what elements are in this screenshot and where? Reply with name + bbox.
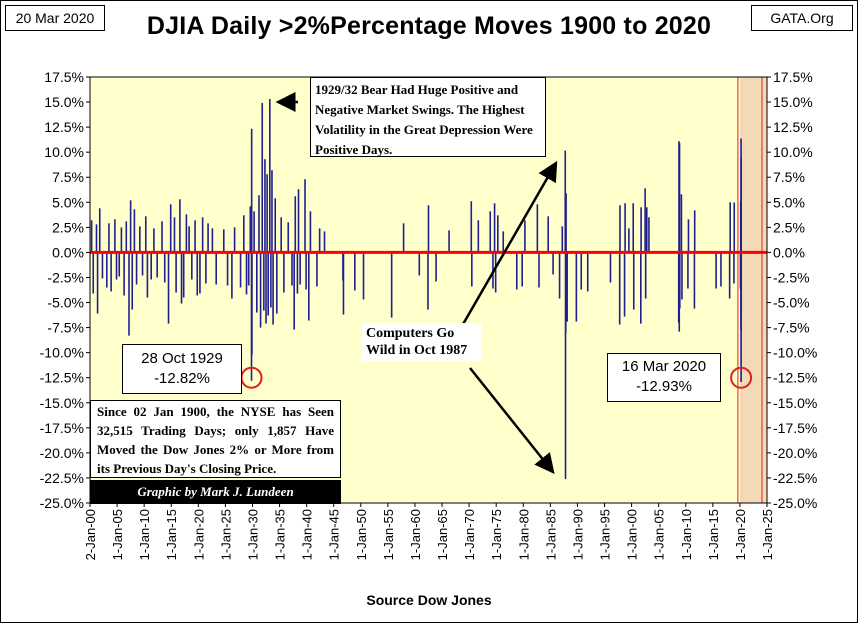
x-tick-label: 1-Jan-25 — [218, 509, 233, 560]
y-tick-label-right: -7.5% — [773, 320, 810, 336]
y-tick-label-left: 5.0% — [52, 194, 84, 210]
y-tick-label-right: 2.5% — [773, 219, 805, 235]
y-tick-label-left: 7.5% — [52, 169, 84, 185]
annotation-crash-2020: 16 Mar 2020 -12.93% — [607, 353, 721, 402]
y-tick-label-right: -15.0% — [773, 395, 817, 411]
y-tick-label-left: -7.5% — [47, 320, 84, 336]
x-tick-label: 1-Jan-25 — [760, 509, 775, 560]
y-tick-label-left: 15.0% — [44, 94, 84, 110]
y-tick-label-right: -2.5% — [773, 269, 810, 285]
y-tick-label-right: 17.5% — [773, 69, 813, 85]
x-tick-label: 1-Jan-05 — [652, 509, 667, 560]
x-tick-label: 1-Jan-10 — [679, 509, 694, 560]
y-tick-label-left: -20.0% — [40, 445, 84, 461]
y-tick-label-right: 7.5% — [773, 169, 805, 185]
crash-1929-date: 28 Oct 1929 — [141, 350, 223, 367]
x-tick-label: 1-Jan-05 — [110, 509, 125, 560]
x-tick-label: 1-Jan-10 — [137, 509, 152, 560]
x-tick-label: 1-Jan-80 — [516, 509, 531, 560]
y-tick-label-left: -2.5% — [47, 269, 84, 285]
y-tick-label-left: -17.5% — [40, 420, 84, 436]
y-tick-label-right: -25.0% — [773, 495, 817, 511]
y-tick-label-right: -22.5% — [773, 470, 817, 486]
y-tick-label-left: 17.5% — [44, 69, 84, 85]
x-tick-label: 1-Jan-45 — [327, 509, 342, 560]
crash-2020-value: -12.93% — [636, 378, 692, 395]
crash-1929-value: -12.82% — [154, 370, 210, 387]
highlight-region — [739, 77, 767, 503]
x-tick-label: 1-Jan-70 — [462, 509, 477, 560]
date-label: 20 Mar 2020 — [5, 5, 105, 31]
annotation-bear-1929: 1929/32 Bear Had Huge Positive and Negat… — [310, 77, 546, 157]
x-tick-label: 1-Jan-15 — [706, 509, 721, 560]
x-tick-label: 1-Jan-60 — [408, 509, 423, 560]
x-tick-label: 1-Jan-00 — [625, 509, 640, 560]
y-tick-label-right: -17.5% — [773, 420, 817, 436]
y-tick-label-left: -5.0% — [47, 295, 84, 311]
y-tick-label-left: -15.0% — [40, 395, 84, 411]
y-tick-label-left: -22.5% — [40, 470, 84, 486]
x-tick-label: 1-Jan-75 — [489, 509, 504, 560]
graphic-credit: Graphic by Mark J. Lundeen — [90, 480, 341, 504]
x-tick-label: 1-Jan-65 — [435, 509, 450, 560]
y-tick-label-left: -25.0% — [40, 495, 84, 511]
y-tick-label-right: 5.0% — [773, 194, 805, 210]
crash-2020-circle — [730, 366, 753, 389]
y-tick-label-right: -20.0% — [773, 445, 817, 461]
x-tick-label: 1-Jan-40 — [300, 509, 315, 560]
y-tick-label-left: -12.5% — [40, 370, 84, 386]
arrow-to-1987-crash — [469, 367, 555, 474]
y-tick-label-left: 0.0% — [52, 244, 84, 260]
x-tick-label: 1-Jan-95 — [598, 509, 613, 560]
x-tick-label: 1-Jan-30 — [245, 509, 260, 560]
x-tick-label: 1-Jan-35 — [273, 509, 288, 560]
y-tick-label-right: -12.5% — [773, 370, 817, 386]
x-tick-label: 1-Jan-20 — [191, 509, 206, 560]
x-tick-label: 1-Jan-20 — [733, 509, 748, 560]
annotation-computers-1987: Computers Go Wild in Oct 1987 — [362, 323, 482, 361]
x-tick-label: 1-Jan-85 — [543, 509, 558, 560]
x-tick-label: 1-Jan-55 — [381, 509, 396, 560]
y-tick-label-right: 15.0% — [773, 94, 813, 110]
chart-title: DJIA Daily >2%Percentage Moves 1900 to 2… — [146, 12, 712, 40]
y-tick-label-left: 10.0% — [44, 144, 84, 160]
site-label: GATA.Org — [751, 5, 853, 31]
y-tick-label-right: -10.0% — [773, 345, 817, 361]
y-tick-label-right: 10.0% — [773, 144, 813, 160]
y-tick-label-right: -5.0% — [773, 295, 810, 311]
y-tick-label-right: 0.0% — [773, 244, 805, 260]
y-tick-label-left: 12.5% — [44, 119, 84, 135]
y-tick-label-left: -10.0% — [40, 345, 84, 361]
x-tick-label: 2-Jan-00 — [83, 509, 98, 560]
x-tick-label: 1-Jan-90 — [570, 509, 585, 560]
x-tick-label: 1-Jan-15 — [164, 509, 179, 560]
crash-2020-date: 16 Mar 2020 — [621, 358, 707, 375]
y-tick-label-right: 12.5% — [773, 119, 813, 135]
x-tick-label: 1-Jan-50 — [354, 509, 369, 560]
x-axis-source-label: Source Dow Jones — [366, 592, 492, 608]
annotation-crash-1929: 28 Oct 1929 -12.82% — [122, 344, 242, 394]
arrow-to-1987-positive — [460, 160, 558, 327]
y-tick-label-left: 2.5% — [52, 219, 84, 235]
annotation-since-1900: Since 02 Jan 1900, the NYSE has Seen 32,… — [90, 400, 341, 478]
